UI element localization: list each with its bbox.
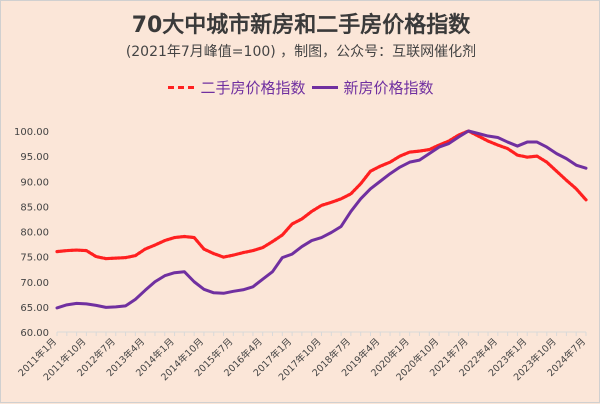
- y-tick-label: 80.00: [20, 228, 49, 239]
- y-tick-label: 100.00: [14, 127, 49, 138]
- y-tick-label: 85.00: [20, 202, 49, 213]
- y-tick-label: 95.00: [20, 152, 49, 163]
- y-tick-label: 65.00: [20, 303, 49, 314]
- y-tick-label: 90.00: [20, 177, 49, 188]
- series-line-new: [57, 131, 586, 308]
- y-tick-label: 70.00: [20, 278, 49, 289]
- y-tick-label: 75.00: [20, 253, 49, 264]
- y-tick-label: 60.00: [20, 328, 49, 339]
- series-line-secondhand: [57, 131, 586, 259]
